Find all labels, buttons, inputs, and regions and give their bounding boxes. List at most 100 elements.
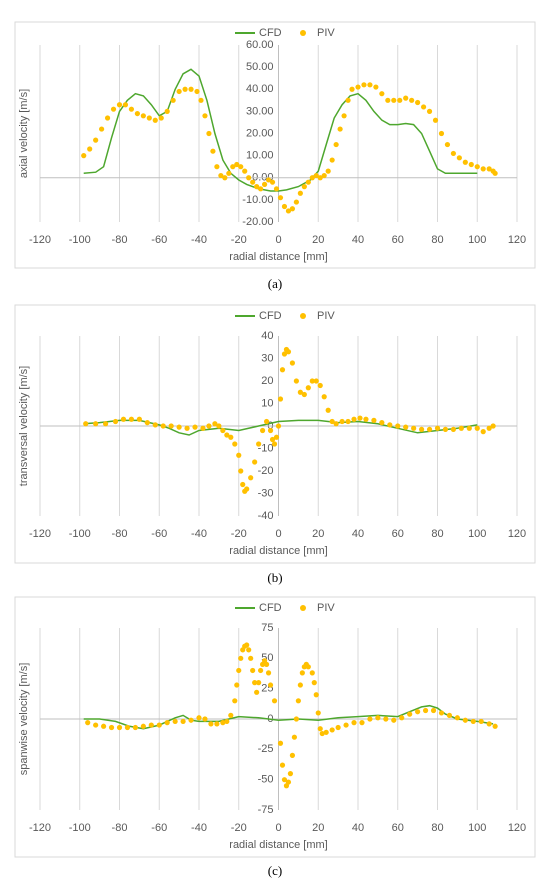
data-point xyxy=(395,423,401,429)
x-tick-label: 100 xyxy=(468,528,486,540)
data-point xyxy=(240,481,246,488)
x-tick-label: 40 xyxy=(352,234,364,246)
data-point xyxy=(93,137,99,143)
data-point xyxy=(248,475,254,481)
data-point xyxy=(208,721,214,727)
legend-swatch xyxy=(300,30,306,36)
data-point xyxy=(403,95,409,101)
data-point xyxy=(202,113,208,119)
data-point xyxy=(438,710,445,716)
data-point xyxy=(212,421,218,427)
data-point xyxy=(146,115,152,121)
data-point xyxy=(478,718,484,725)
data-point xyxy=(248,655,254,661)
data-point xyxy=(375,715,381,721)
x-tick-label: -100 xyxy=(69,822,91,834)
data-point xyxy=(351,416,357,422)
data-point xyxy=(462,717,468,723)
data-point xyxy=(359,720,365,726)
y-tick-label: 40.00 xyxy=(246,83,274,95)
data-point xyxy=(230,164,236,170)
data-point xyxy=(432,117,439,123)
data-point xyxy=(180,718,186,725)
data-point xyxy=(321,394,327,400)
data-point xyxy=(228,434,234,440)
data-point xyxy=(176,424,182,430)
data-point xyxy=(309,378,315,384)
data-point xyxy=(246,175,252,181)
x-tick-label: -80 xyxy=(112,822,128,834)
y-axis-label: spanwise velocity [m/s] xyxy=(18,663,30,775)
data-point xyxy=(260,427,266,434)
data-point xyxy=(289,206,296,212)
y-tick-label: 75 xyxy=(261,622,273,634)
x-tick-label: 80 xyxy=(431,528,443,540)
data-point xyxy=(442,426,449,432)
data-point xyxy=(164,720,170,726)
y-tick-label: 50.00 xyxy=(246,61,274,73)
data-point xyxy=(325,407,331,413)
x-tick-label: -60 xyxy=(151,234,167,246)
data-point xyxy=(329,727,335,733)
y-tick-label: 60.00 xyxy=(246,39,274,51)
y-tick-label: 30.00 xyxy=(246,105,274,117)
data-point xyxy=(486,166,492,172)
data-point xyxy=(454,715,460,721)
data-point xyxy=(297,682,303,688)
data-point xyxy=(267,427,274,434)
x-tick-label: -120 xyxy=(29,528,51,540)
caption: (c) xyxy=(268,863,282,878)
data-point xyxy=(192,424,198,430)
y-tick-label: -25 xyxy=(258,743,274,755)
legend-label: CFD xyxy=(259,602,282,614)
data-point xyxy=(289,752,296,759)
y-tick-label: -40 xyxy=(258,510,274,522)
data-point xyxy=(232,441,238,447)
data-point xyxy=(466,425,472,431)
data-point xyxy=(160,423,166,429)
data-point xyxy=(311,680,317,686)
data-point xyxy=(136,416,142,422)
data-point xyxy=(256,441,262,447)
data-point xyxy=(224,432,230,438)
x-tick-label: 0 xyxy=(275,234,281,246)
x-tick-label: -80 xyxy=(112,528,128,540)
data-point xyxy=(492,170,498,176)
data-point xyxy=(128,106,135,112)
x-tick-label: 20 xyxy=(312,234,324,246)
data-point xyxy=(411,425,417,431)
data-point xyxy=(224,718,230,725)
data-point xyxy=(446,712,453,718)
data-point xyxy=(176,88,182,95)
data-point xyxy=(407,711,413,717)
data-point xyxy=(419,426,425,432)
data-point xyxy=(450,426,456,432)
data-point xyxy=(339,418,345,425)
data-point xyxy=(426,108,433,114)
data-point xyxy=(355,84,361,90)
data-point xyxy=(329,418,335,425)
data-point xyxy=(232,698,238,704)
data-point xyxy=(309,175,315,181)
x-tick-label: 20 xyxy=(312,528,324,540)
data-point xyxy=(287,771,294,777)
data-point xyxy=(156,722,162,728)
data-point xyxy=(269,179,276,185)
x-tick-label: 60 xyxy=(392,234,404,246)
data-point xyxy=(244,642,250,648)
data-point xyxy=(236,667,242,674)
x-tick-label: -40 xyxy=(191,528,207,540)
data-point xyxy=(444,141,451,148)
data-point xyxy=(265,670,272,676)
data-point xyxy=(349,86,355,92)
data-point xyxy=(120,416,127,422)
chart-frame xyxy=(14,596,536,858)
y-tick-label: 40 xyxy=(261,330,273,342)
data-point xyxy=(144,420,150,426)
x-tick-label: -60 xyxy=(151,528,167,540)
data-point xyxy=(124,724,131,731)
x-tick-label: -80 xyxy=(112,234,128,246)
data-point xyxy=(415,709,421,715)
data-point xyxy=(164,108,170,114)
data-point xyxy=(480,429,486,435)
